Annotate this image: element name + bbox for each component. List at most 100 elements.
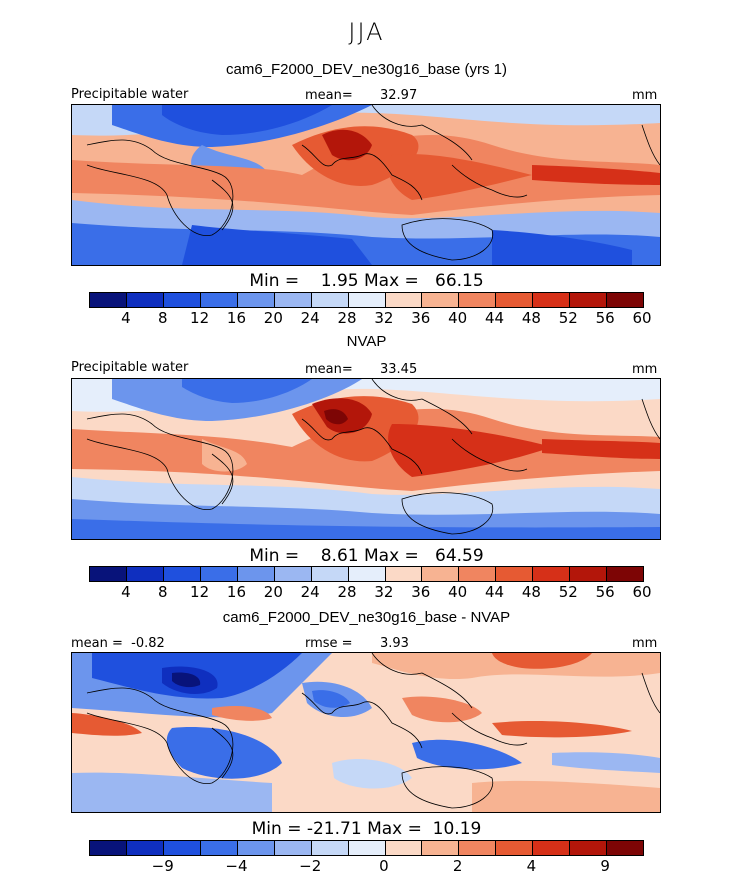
colorbar-swatch xyxy=(385,567,423,581)
colorbar-swatch xyxy=(385,841,423,855)
colorbar-swatch xyxy=(274,567,312,581)
colorbar-tick-label: 40 xyxy=(448,309,468,327)
panel-1-minmax: Min = 1.95 Max = 66.15 xyxy=(249,271,484,291)
panel-3-units: mm xyxy=(632,636,658,651)
colorbar-tick-label: 32 xyxy=(374,309,394,327)
panel-2-title: NVAP xyxy=(346,333,387,350)
colorbar-tick-label: 36 xyxy=(411,583,431,601)
colorbar-tick-label: 28 xyxy=(337,583,357,601)
colorbar-swatch xyxy=(570,567,608,581)
colorbar-tick-label: 40 xyxy=(448,583,468,601)
colorbar-tick-label: 20 xyxy=(263,309,283,327)
panel-3-colorbar xyxy=(89,840,644,856)
colorbar-swatch xyxy=(237,841,275,855)
panel-1-units: mm xyxy=(632,88,658,103)
colorbar-swatch xyxy=(200,293,238,307)
colorbar-tick-label: 24 xyxy=(300,583,320,601)
colorbar-tick-label: 16 xyxy=(226,309,246,327)
colorbar-swatch xyxy=(459,567,497,581)
colorbar-tick-label: 9 xyxy=(600,857,610,875)
panel-2-map xyxy=(71,378,661,540)
panel-3-stat-value: 3.93 xyxy=(380,636,409,651)
colorbar-tick-label: 12 xyxy=(190,583,210,601)
colorbar-tick-label: 44 xyxy=(484,583,505,601)
colorbar-swatch xyxy=(570,293,608,307)
panel-2-stat-value: 33.45 xyxy=(380,362,418,377)
colorbar-swatch xyxy=(533,293,571,307)
colorbar-tick-label: −4 xyxy=(225,857,248,875)
colorbar-tick-label: 60 xyxy=(632,583,652,601)
colorbar-swatch xyxy=(237,293,275,307)
colorbar-swatch xyxy=(274,293,312,307)
colorbar-swatch xyxy=(496,293,534,307)
colorbar-tick-label: 4 xyxy=(121,583,131,601)
colorbar-swatch xyxy=(496,567,534,581)
colorbar-tick-label: 16 xyxy=(226,583,246,601)
colorbar-swatch xyxy=(274,841,312,855)
panel-3-colorbar-ticks: −9 −4 −2 0 2 4 9 xyxy=(89,857,642,875)
colorbar-swatch xyxy=(90,567,127,581)
colorbar-swatch xyxy=(311,841,349,855)
colorbar-swatch xyxy=(311,293,349,307)
colorbar-swatch xyxy=(200,841,238,855)
colorbar-swatch xyxy=(90,841,127,855)
colorbar-swatch xyxy=(163,567,201,581)
colorbar-swatch xyxy=(533,567,571,581)
colorbar-swatch xyxy=(311,567,349,581)
colorbar-swatch xyxy=(533,841,571,855)
colorbar-tick-label: 52 xyxy=(558,309,578,327)
colorbar-swatch xyxy=(422,567,460,581)
panel-3-title: cam6_F2000_DEV_ne30g16_base - NVAP xyxy=(222,609,511,626)
colorbar-tick-label: 48 xyxy=(521,583,541,601)
colorbar-tick-label: 0 xyxy=(379,857,389,875)
panel-2-contour-map xyxy=(72,379,660,539)
panel-1-map xyxy=(71,104,661,266)
colorbar-swatch xyxy=(200,567,238,581)
panel-1-title: cam6_F2000_DEV_ne30g16_base (yrs 1) xyxy=(225,61,507,78)
colorbar-tick-label: 8 xyxy=(157,583,168,601)
colorbar-swatch xyxy=(163,293,201,307)
colorbar-swatch xyxy=(607,293,644,307)
panel-2-variable-label: Precipitable water xyxy=(71,360,189,375)
colorbar-tick-label: 28 xyxy=(337,309,357,327)
colorbar-tick-label: 60 xyxy=(632,309,652,327)
colorbar-swatch xyxy=(163,841,201,855)
panel-1-contour-map xyxy=(72,105,660,265)
colorbar-tick-label: 36 xyxy=(411,309,431,327)
panel-3-map xyxy=(71,652,661,813)
panel-1-colorbar xyxy=(89,292,644,308)
panel-2-minmax: Min = 8.61 Max = 64.59 xyxy=(249,546,484,566)
season-title: JJA xyxy=(348,18,385,46)
colorbar-swatch xyxy=(607,567,644,581)
colorbar-tick-label: 4 xyxy=(121,309,131,327)
colorbar-swatch xyxy=(459,293,497,307)
colorbar-tick-label: −2 xyxy=(299,857,322,875)
panel-1-stat-label: mean= xyxy=(305,88,353,103)
panel-2-stat-label: mean= xyxy=(305,362,353,377)
panel-3-contour-map xyxy=(72,653,660,812)
colorbar-tick-label: −9 xyxy=(151,857,174,875)
colorbar-swatch xyxy=(385,293,423,307)
colorbar-swatch xyxy=(348,293,386,307)
colorbar-tick-label: 12 xyxy=(190,309,210,327)
panel-2-colorbar xyxy=(89,566,644,582)
colorbar-swatch xyxy=(126,567,164,581)
colorbar-swatch xyxy=(459,841,497,855)
colorbar-tick-label: 20 xyxy=(263,583,283,601)
colorbar-tick-label: 52 xyxy=(558,583,578,601)
colorbar-swatch xyxy=(422,293,460,307)
colorbar-swatch xyxy=(237,567,275,581)
colorbar-tick-label: 24 xyxy=(300,309,320,327)
colorbar-tick-label: 56 xyxy=(595,583,615,601)
panel-3-stat-label: rmse = xyxy=(305,636,353,651)
colorbar-tick-label: 48 xyxy=(521,309,541,327)
colorbar-tick-label: 56 xyxy=(595,309,615,327)
colorbar-tick-label: 4 xyxy=(526,857,537,875)
colorbar-swatch xyxy=(570,841,608,855)
colorbar-swatch xyxy=(348,841,386,855)
panel-2-colorbar-ticks: 4 8 12 16 20 24 28 32 36 40 44 48 52 56 60 xyxy=(89,583,651,601)
colorbar-swatch xyxy=(607,841,644,855)
panel-1-stat-value: 32.97 xyxy=(380,88,418,103)
panel-3-mean-label: mean = -0.82 xyxy=(71,636,165,651)
panel-1-colorbar-ticks: 4 8 12 16 20 24 28 32 36 40 44 48 52 56 60 xyxy=(89,309,651,327)
